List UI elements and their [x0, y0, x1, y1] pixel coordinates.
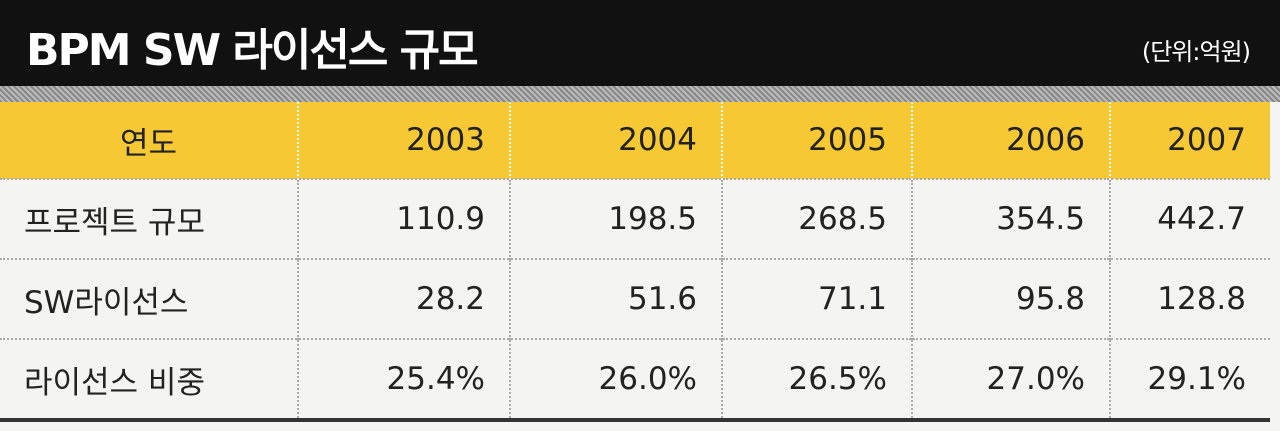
unit-note: (단위:억원)	[1141, 38, 1251, 66]
header-row: 연도 2003 2004 2005 2006 2007	[0, 102, 1270, 179]
header-cell: 2006	[911, 102, 1110, 179]
row-label: 라이선스 비중	[0, 338, 298, 422]
table-cell: 26.0%	[509, 338, 722, 422]
table-cell: 28.2	[297, 258, 510, 339]
table-row: SW라이선스 28.2 51.6 71.1 95.8 128.8	[0, 258, 1270, 339]
halftone-strip	[0, 86, 1280, 102]
data-table: 연도 2003 2004 2005 2006 2007 프로젝트 규모 110.9 198.5 2…	[0, 102, 1270, 422]
table-cell: 198.5	[509, 178, 722, 259]
table-cell: 110.9	[297, 178, 510, 259]
header-cell: 2004	[509, 102, 722, 179]
row-label: 프로젝트 규모	[0, 178, 298, 259]
table-cell: 29.1%	[1109, 338, 1270, 422]
table-cell: 268.5	[721, 178, 912, 259]
table-cell: 51.6	[509, 258, 722, 339]
table-row: 프로젝트 규모 110.9 198.5 268.5 354.5 442.7	[0, 178, 1270, 259]
table-cell: 26.5%	[721, 338, 912, 422]
header-cell: 연도	[0, 102, 298, 179]
table-row: 라이선스 비중 25.4% 26.0% 26.5% 27.0% 29.1%	[0, 338, 1270, 422]
table-cell: 95.8	[911, 258, 1110, 339]
table-cell: 442.7	[1109, 178, 1270, 259]
header-cell: 2003	[297, 102, 510, 179]
title-bar: BPM SW 라이선스 규모 (단위:억원)	[0, 0, 1280, 86]
title: BPM SW 라이선스 규모	[26, 25, 479, 76]
table-cell: 27.0%	[911, 338, 1110, 422]
header-cell: 2007	[1109, 102, 1270, 179]
table-cell: 354.5	[911, 178, 1110, 259]
header-cell: 2005	[721, 102, 912, 179]
table-cell: 71.1	[721, 258, 912, 339]
table-cell: 25.4%	[297, 338, 510, 422]
row-label: SW라이선스	[0, 258, 298, 339]
table-cell: 128.8	[1109, 258, 1270, 339]
